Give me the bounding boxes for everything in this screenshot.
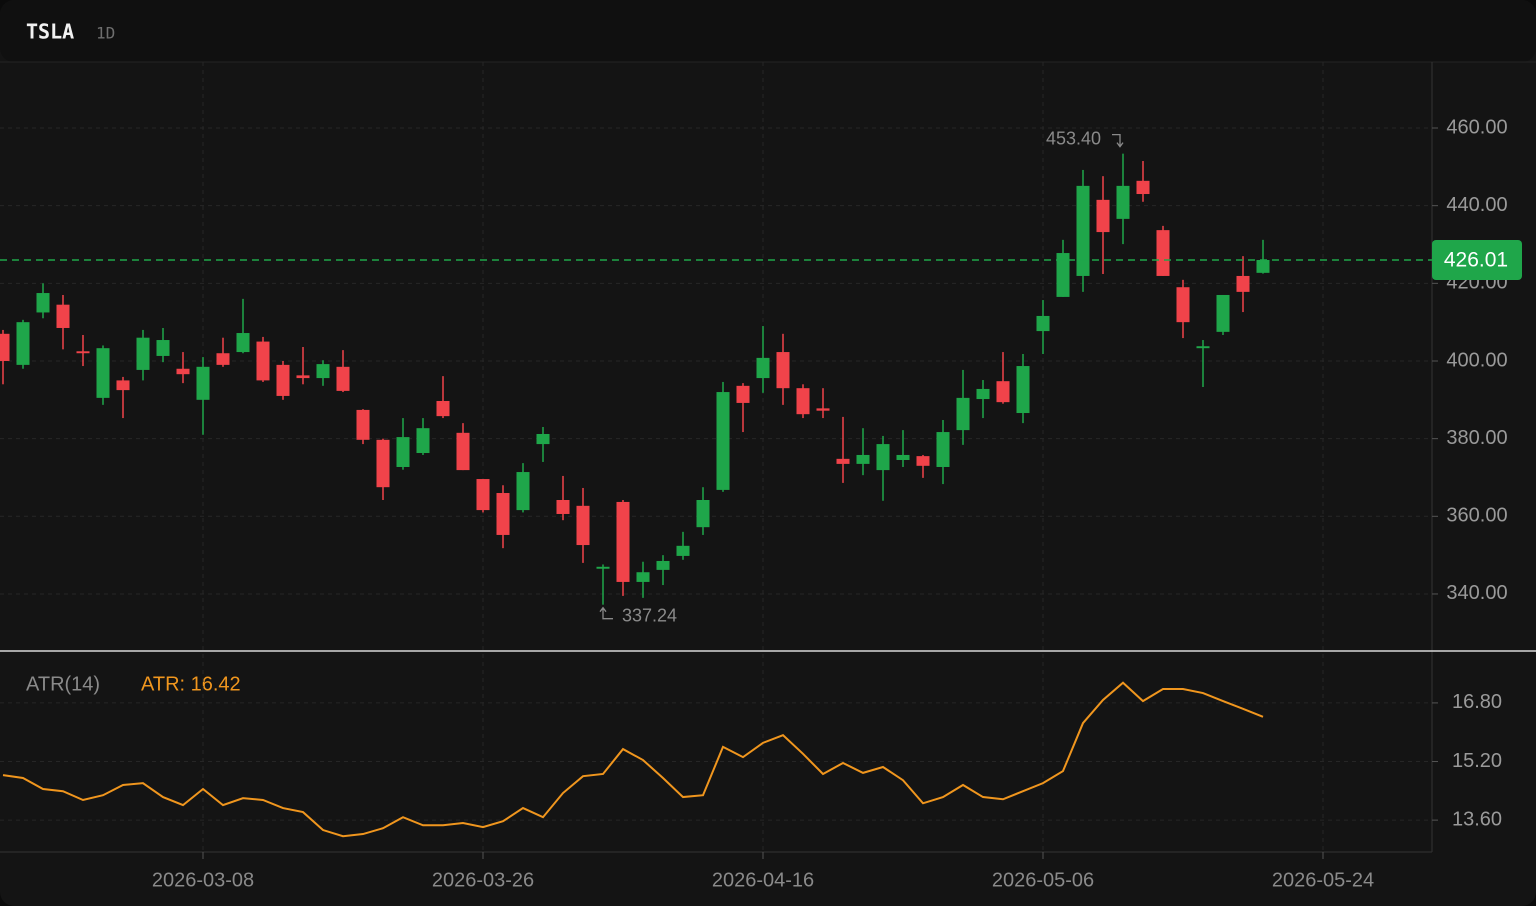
candle-body (816, 408, 830, 411)
candle-body (356, 409, 370, 440)
candle-body (1136, 180, 1150, 195)
y-tick-label: 15.20 (1452, 750, 1502, 772)
candle-body (236, 333, 250, 353)
candle-body (836, 458, 850, 464)
candle-body (76, 351, 90, 354)
candle-body (36, 293, 50, 313)
symbol: TSLA (26, 20, 74, 44)
x-tick-label: 2026-04-16 (712, 869, 814, 891)
candle-body (1076, 185, 1090, 276)
candle-body (996, 381, 1010, 403)
low-annotation: 337.24 (622, 605, 677, 625)
candle-body (676, 545, 690, 556)
candle-body (116, 380, 130, 391)
annotation-arrow (599, 606, 613, 620)
candle-body (1216, 294, 1230, 332)
y-tick-label: 460.00 (1446, 116, 1507, 138)
candle-body (1116, 185, 1130, 219)
interval: 1D (96, 24, 115, 43)
candle-body (1156, 230, 1170, 276)
candle-body (436, 400, 450, 417)
candle-body (656, 560, 670, 570)
candle-body (396, 437, 410, 467)
indicator-title: ATR(14) (26, 673, 100, 695)
candle-body (1196, 346, 1210, 349)
y-tick-label: 380.00 (1446, 427, 1507, 449)
candle-body (16, 322, 30, 365)
candle-body (496, 493, 510, 535)
candle-body (516, 472, 530, 511)
candle-body (456, 432, 470, 471)
candle-body (716, 392, 730, 490)
candle-body (536, 433, 550, 445)
candle-body (1056, 253, 1070, 297)
candle-body (556, 500, 570, 514)
candle-body (216, 353, 230, 365)
y-tick-label: 13.60 (1452, 808, 1502, 830)
last-price-box (1432, 239, 1522, 280)
x-tick-label: 2026-03-26 (432, 869, 534, 891)
candle-body (1236, 275, 1250, 292)
candle-body (976, 388, 990, 400)
candle-body (736, 385, 750, 403)
y-tick-label: 440.00 (1446, 194, 1507, 216)
candle-body (1036, 315, 1050, 332)
annotation-arrow (1112, 133, 1124, 148)
candle-body (476, 479, 490, 511)
candle-body (776, 352, 790, 389)
candle-body (796, 388, 810, 415)
candle-body (316, 364, 330, 379)
candle-body (416, 428, 430, 454)
candle-body (616, 501, 630, 582)
y-tick-label: 16.80 (1452, 691, 1502, 713)
candle-body (916, 456, 930, 466)
candle-body (956, 397, 970, 431)
candle-body (696, 500, 710, 528)
candle-body (596, 566, 610, 569)
candle-body (196, 366, 210, 400)
candle-body (296, 375, 310, 379)
candle-body (896, 454, 910, 461)
atr-line (2, 681, 1264, 838)
y-tick-label: 400.00 (1446, 349, 1507, 371)
last-price-label: 426.01 (1444, 249, 1508, 272)
candle-body (1176, 287, 1190, 323)
high-annotation: 453.40 (1046, 128, 1101, 148)
candle-body (136, 337, 150, 370)
x-tick-label: 2026-05-06 (992, 869, 1094, 891)
candle-body (936, 432, 950, 467)
candle-body (376, 439, 390, 488)
x-tick-label: 2026-05-24 (1272, 869, 1374, 891)
candle-body (336, 366, 350, 391)
candle-body (0, 333, 10, 361)
candle-body (256, 341, 270, 381)
candle-body (96, 348, 110, 398)
candle-body (856, 454, 870, 464)
candle-body (636, 572, 650, 582)
candle-body (756, 357, 770, 379)
candle-body (1016, 366, 1030, 414)
candle-body (576, 505, 590, 546)
y-tick-label: 340.00 (1446, 582, 1507, 604)
candle-body (1256, 259, 1270, 273)
candle-body (276, 364, 290, 396)
candle-body (876, 444, 890, 471)
x-tick-label: 2026-03-08 (152, 869, 254, 891)
candle-body (56, 304, 70, 328)
indicator-legend: ATR: 16.42 (141, 673, 241, 695)
y-tick-label: 360.00 (1446, 505, 1507, 527)
header (0, 0, 1536, 62)
candle-body (156, 340, 170, 356)
candle-body (176, 368, 190, 375)
candle-body (1096, 199, 1110, 233)
